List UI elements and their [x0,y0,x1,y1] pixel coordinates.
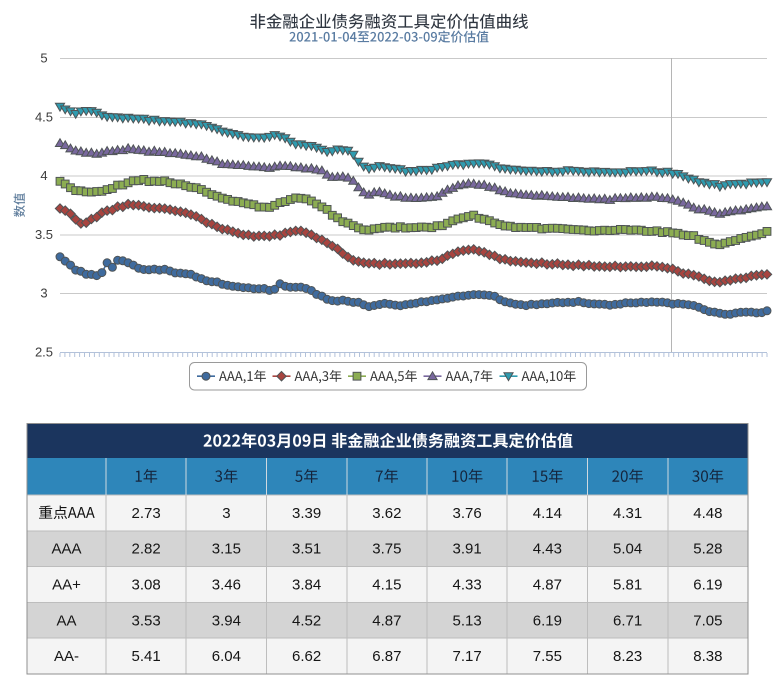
svg-text:7.17: 7.17 [452,648,481,665]
svg-text:3: 3 [40,286,47,301]
svg-text:4.5: 4.5 [35,109,53,124]
svg-text:3.46: 3.46 [212,577,241,594]
svg-text:5.41: 5.41 [131,648,160,665]
svg-text:AA-: AA- [54,648,79,665]
svg-text:4.43: 4.43 [533,541,562,558]
svg-text:5: 5 [40,51,47,66]
svg-text:3.08: 3.08 [131,577,160,594]
svg-text:5.81: 5.81 [613,577,642,594]
svg-text:AA: AA [56,612,76,629]
svg-text:2.5: 2.5 [35,345,53,360]
svg-text:3.94: 3.94 [212,612,241,629]
svg-text:6.71: 6.71 [613,612,642,629]
svg-text:4.48: 4.48 [693,505,722,522]
svg-text:7.05: 7.05 [693,612,722,629]
svg-text:3.39: 3.39 [292,505,321,522]
svg-text:4.87: 4.87 [533,577,562,594]
svg-text:3.75: 3.75 [372,541,401,558]
svg-text:4.14: 4.14 [533,505,562,522]
svg-text:6.87: 6.87 [372,648,401,665]
svg-text:4.31: 4.31 [613,505,642,522]
svg-text:2.73: 2.73 [131,505,160,522]
svg-text:5.04: 5.04 [613,541,642,558]
svg-text:8.38: 8.38 [693,648,722,665]
svg-text:7.55: 7.55 [533,648,562,665]
svg-text:3.62: 3.62 [372,505,401,522]
svg-text:3.51: 3.51 [292,541,321,558]
svg-text:6.19: 6.19 [693,577,722,594]
svg-text:4.52: 4.52 [292,612,321,629]
svg-text:2.82: 2.82 [131,541,160,558]
svg-text:4.33: 4.33 [452,577,481,594]
svg-text:3: 3 [222,505,230,522]
svg-text:4.87: 4.87 [372,612,401,629]
svg-text:4.15: 4.15 [372,577,401,594]
svg-text:AAA: AAA [51,541,81,558]
svg-text:4: 4 [40,168,47,183]
svg-text:5.13: 5.13 [452,612,481,629]
svg-text:8.23: 8.23 [613,648,642,665]
svg-text:3.84: 3.84 [292,577,321,594]
svg-text:6.19: 6.19 [533,612,562,629]
svg-text:AA+: AA+ [52,577,81,594]
svg-text:3.53: 3.53 [131,612,160,629]
svg-text:3.76: 3.76 [452,505,481,522]
svg-text:3.15: 3.15 [212,541,241,558]
svg-text:3.91: 3.91 [452,541,481,558]
svg-text:3.5: 3.5 [35,227,53,242]
svg-text:5.28: 5.28 [693,541,722,558]
svg-text:6.62: 6.62 [292,648,321,665]
svg-text:6.04: 6.04 [212,648,241,665]
